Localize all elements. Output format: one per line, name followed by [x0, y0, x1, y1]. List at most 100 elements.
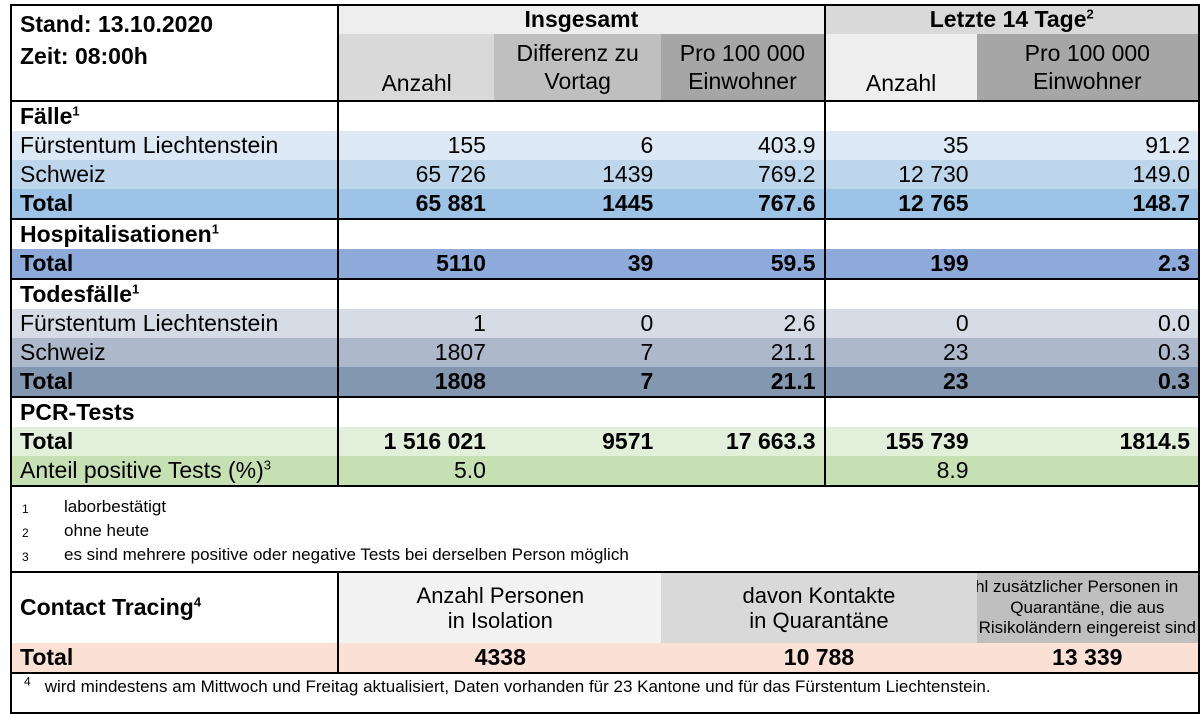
col-header-pro100k: Pro 100 000 Einwohner [661, 34, 825, 101]
cell-anzahl-14: 23 [823, 367, 977, 397]
cell-anzahl: 65 726 [337, 160, 494, 189]
row-label: Total [9, 249, 339, 279]
footnote-3: 3 es sind mehrere positive oder negative … [13, 543, 1197, 567]
cell-anzahl: 65 881 [337, 189, 494, 219]
cell-pro100k: 17 663.3 [725, 427, 816, 454]
cell-anzahl: 155 [337, 131, 494, 160]
cell-pro100k: 769.2 [757, 160, 816, 187]
footnote-text: es sind mehrere positive oder negative T… [64, 545, 629, 564]
cell-pro100k-14: 0.3 [976, 367, 1200, 397]
cell-differenz: 0 [640, 309, 654, 336]
cell-anzahl: 1808 [337, 367, 494, 397]
ct-header-isolation-l1: Anzahl Personen [416, 582, 585, 608]
report-stand-zeit: Stand: 13.10.2020 Zeit: 08:00h [9, 4, 339, 101]
contact-tracing-title-text: Contact Tracing [20, 594, 194, 621]
ct-header-risikolaender-l3: Risikoländern eingereist sind [978, 618, 1196, 638]
row-label: Total [9, 643, 339, 673]
row-label: Total [9, 367, 339, 397]
group-header-14-label: Letzte 14 Tage [929, 6, 1087, 33]
cell-pro100k-14: 0.0 [976, 309, 1200, 338]
ct-header-quarantaene-l1: davon Kontakte [742, 582, 896, 608]
cell-differenz: 6 [640, 131, 654, 158]
cell-differenz: 1439 [602, 160, 654, 187]
cell-anzahl-14: 12 765 [823, 189, 977, 219]
cell-anzahl-14: 23 [823, 338, 977, 367]
group-header-14-sup: 2 [1086, 6, 1094, 22]
cell-anzahl-14: 0 [823, 309, 977, 338]
ct-header-risikolaender-l1: Anzahl zusätzlicher Personen in [977, 577, 1179, 597]
table-row-ct-total: Total 4338 10 788 13 339 [9, 643, 1200, 673]
section-title-hosp-sup: 1 [211, 221, 219, 237]
row-label: Schweiz [9, 160, 339, 189]
table-row-pcr-anteil: Anteil positive Tests (%)3 5.0 8.9 [9, 456, 1200, 487]
contact-tracing-title: Contact Tracing4 [9, 571, 339, 643]
cell-pro100k-14: 2.3 [976, 249, 1200, 279]
section-title-hosp: Hospitalisationen1 [9, 218, 339, 249]
section-title-tod-sup: 1 [132, 281, 140, 297]
covid-statistics-table: Stand: 13.10.2020 Zeit: 08:00h Insgesamt… [9, 4, 1200, 714]
cell-pro100k-14: 1814.5 [976, 427, 1200, 456]
footnotes: 1 laborbestätigt 2 ohne heute 3 es sind meh… [10, 486, 1200, 572]
cell-pro100k-14: 0.3 [976, 338, 1200, 367]
row-label: Total [9, 189, 339, 219]
cell-ct-quarantaene: 10 788 [783, 643, 855, 670]
table-row-faelle-fl: Fürstentum Liechtenstein 155 6 403.9 35 … [9, 131, 1200, 160]
cell-differenz: 1445 [602, 189, 654, 216]
table-row-pcr-total: Total 1 516 021 9571 17 663.3 155 739 18… [9, 427, 1200, 456]
footnote-num: 1 [22, 502, 29, 516]
section-title-faelle-text: Fälle [20, 102, 73, 129]
col-header-pro100k-14-l1: Pro 100 000 [1024, 40, 1150, 66]
footnote-num: 4 [24, 674, 31, 689]
cell-ct-isolation: 4338 [337, 643, 662, 673]
cell-anzahl-14: 35 [823, 131, 977, 160]
table-row-faelle-total: Total 65 881 1445 767.6 12 765 148.7 [9, 189, 1200, 219]
ct-header-quarantaene-l2: in Quarantäne [749, 608, 889, 633]
footnote-num: 3 [22, 550, 29, 564]
cell-anzahl: 1807 [337, 338, 494, 367]
cell-pro100k: 21.1 [770, 338, 816, 365]
cell-pro100k: 2.6 [783, 309, 816, 336]
cell-pro100k-14: 149.0 [976, 160, 1200, 189]
cell-differenz: 39 [627, 249, 654, 276]
section-title-pcr: PCR-Tests [9, 396, 339, 427]
table-row-faelle-ch: Schweiz 65 726 1439 769.2 12 730 149.0 [9, 160, 1200, 189]
cell-anteil-total: 5.0 [337, 456, 494, 487]
cell-anzahl: 1 516 021 [337, 427, 494, 456]
cell-ct-risikolaender: 13 339 [976, 643, 1200, 673]
footnote-text: laborbestätigt [64, 497, 167, 516]
footnote-4: 4 wird mindestens am Mittwoch und Freitag… [10, 672, 1200, 714]
group-header-letzte-14-tage: Letzte 14 Tage2 [823, 4, 1200, 34]
table-row-tod-fl: Fürstentum Liechtenstein 1 0 2.6 0 0.0 [9, 309, 1200, 338]
cell-pro100k: 403.9 [757, 131, 816, 158]
report-time: Zeit: 08:00h [20, 43, 148, 69]
row-label-text: Anteil positive Tests (%) [20, 456, 264, 483]
contact-tracing-title-sup: 4 [193, 594, 202, 610]
col-header-differenz-l2: Vortag [544, 68, 611, 94]
cell-anzahl: 1 [337, 309, 494, 338]
cell-differenz: 7 [640, 367, 654, 394]
ct-header-risikolaender-l2: Quarantäne, die aus [1010, 597, 1165, 617]
col-header-pro100k-l1: Pro 100 000 [679, 40, 806, 66]
table-row-hosp-total: Total 5110 39 59.5 199 2.3 [9, 249, 1200, 279]
footnote-text: wird mindestens am Mittwoch und Freitag … [44, 677, 991, 696]
cell-pro100k: 59.5 [770, 249, 816, 276]
footnote-2: 2 ohne heute [13, 519, 1197, 543]
cell-anzahl-14: 199 [823, 249, 977, 279]
table-row-tod-total: Total 1808 7 21.1 23 0.3 [9, 367, 1200, 397]
col-header-anzahl: Anzahl [337, 34, 494, 101]
cell-anteil-14: 8.9 [823, 456, 977, 487]
group-header-insgesamt: Insgesamt [337, 4, 825, 34]
col-header-pro100k-l2: Einwohner [688, 68, 797, 94]
cell-anzahl: 5110 [337, 249, 494, 279]
section-title-hosp-text: Hospitalisationen [20, 220, 212, 247]
ct-header-isolation-l2: in Isolation [447, 608, 553, 633]
table-row-tod-ch: Schweiz 1807 7 21.1 23 0.3 [9, 338, 1200, 367]
row-label: Schweiz [9, 338, 339, 367]
col-header-pro100k-14-l2: Einwohner [1032, 68, 1142, 94]
section-title-faelle-sup: 1 [72, 103, 80, 119]
col-header-anzahl-14: Anzahl [823, 34, 977, 101]
row-label: Anteil positive Tests (%)3 [9, 456, 339, 487]
cell-differenz: 9571 [602, 427, 654, 454]
footnote-num: 2 [22, 526, 29, 540]
